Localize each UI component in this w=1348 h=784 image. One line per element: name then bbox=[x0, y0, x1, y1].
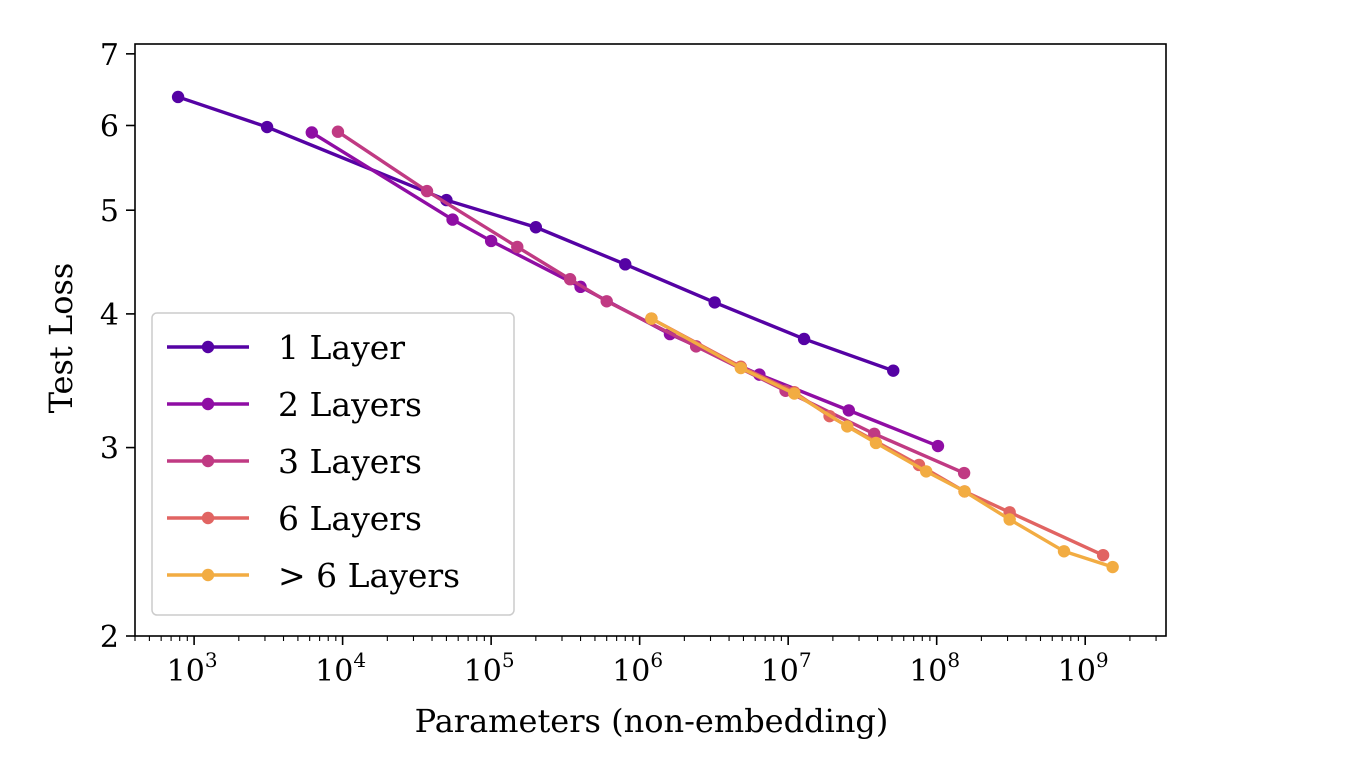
legend-marker bbox=[201, 568, 215, 582]
legend-label: 3 Layers bbox=[278, 442, 422, 481]
series-line bbox=[650, 317, 1114, 569]
x-tick-label: 108 bbox=[909, 648, 960, 689]
x-tick-label: 109 bbox=[1058, 648, 1109, 689]
data-point bbox=[957, 466, 971, 480]
y-tick-label: 5 bbox=[100, 194, 119, 229]
data-point bbox=[484, 234, 498, 248]
data-point bbox=[619, 258, 632, 271]
y-tick-label: 3 bbox=[100, 432, 119, 467]
data-point bbox=[420, 184, 434, 198]
data-point bbox=[260, 120, 274, 134]
x-tick-label: 104 bbox=[315, 648, 366, 689]
legend-label: 6 Layers bbox=[278, 499, 422, 538]
legend-marker bbox=[201, 340, 215, 354]
data-point bbox=[1003, 513, 1016, 526]
data-point bbox=[708, 296, 721, 309]
x-tick-label: 107 bbox=[761, 648, 812, 689]
y-tick-label: 6 bbox=[100, 109, 119, 144]
y-tick-label: 4 bbox=[100, 298, 119, 333]
data-point bbox=[1096, 548, 1110, 562]
data-point bbox=[842, 404, 855, 417]
series-1 bbox=[171, 90, 900, 377]
legend-frame bbox=[151, 312, 515, 616]
data-point bbox=[734, 361, 748, 375]
data-point bbox=[563, 273, 577, 286]
data-point bbox=[788, 387, 801, 400]
legend-item: 6 Layers bbox=[167, 499, 422, 538]
legend-label: > 6 Layers bbox=[278, 556, 460, 595]
data-point bbox=[887, 364, 900, 377]
data-point bbox=[331, 125, 345, 138]
legend-marker bbox=[201, 511, 215, 525]
data-point bbox=[841, 420, 854, 433]
y-tick-label: 2 bbox=[100, 620, 119, 655]
plot-frame bbox=[134, 43, 1167, 637]
data-point bbox=[645, 312, 658, 325]
legend-item: 2 Layers bbox=[167, 385, 422, 424]
data-point bbox=[305, 126, 318, 139]
data-point bbox=[931, 439, 945, 453]
legend-item: > 6 Layers bbox=[167, 556, 460, 595]
x-tick-label: 105 bbox=[464, 648, 515, 689]
x-axis-label: Parameters (non-embedding) bbox=[415, 702, 889, 740]
y-tick-label: 7 bbox=[100, 38, 119, 73]
legend: 1 Layer 2 Layers 3 Layers 6 Layers > 6 Layer… bbox=[151, 312, 515, 616]
data-point bbox=[600, 295, 613, 308]
x-tick-label: 106 bbox=[612, 648, 663, 689]
data-point bbox=[797, 332, 811, 346]
data-point bbox=[958, 485, 971, 498]
legend-item: 3 Layers bbox=[167, 442, 422, 481]
legend-marker bbox=[201, 454, 215, 468]
legend-label: 2 Layers bbox=[278, 385, 422, 424]
data-point bbox=[1057, 545, 1071, 558]
data-point bbox=[446, 213, 459, 226]
series-5 bbox=[645, 312, 1119, 574]
data-point bbox=[869, 436, 883, 450]
data-point bbox=[511, 240, 524, 254]
legend-marker bbox=[201, 397, 215, 411]
data-point bbox=[1106, 560, 1119, 574]
data-point bbox=[529, 221, 543, 234]
legend-label: 1 Layer bbox=[278, 328, 405, 367]
legend-item: 1 Layer bbox=[167, 328, 405, 367]
data-point bbox=[919, 465, 933, 478]
y-axis-label: Test Loss bbox=[42, 263, 80, 414]
series-line bbox=[177, 95, 894, 373]
x-tick-label: 103 bbox=[167, 648, 218, 689]
data-point bbox=[171, 90, 185, 104]
